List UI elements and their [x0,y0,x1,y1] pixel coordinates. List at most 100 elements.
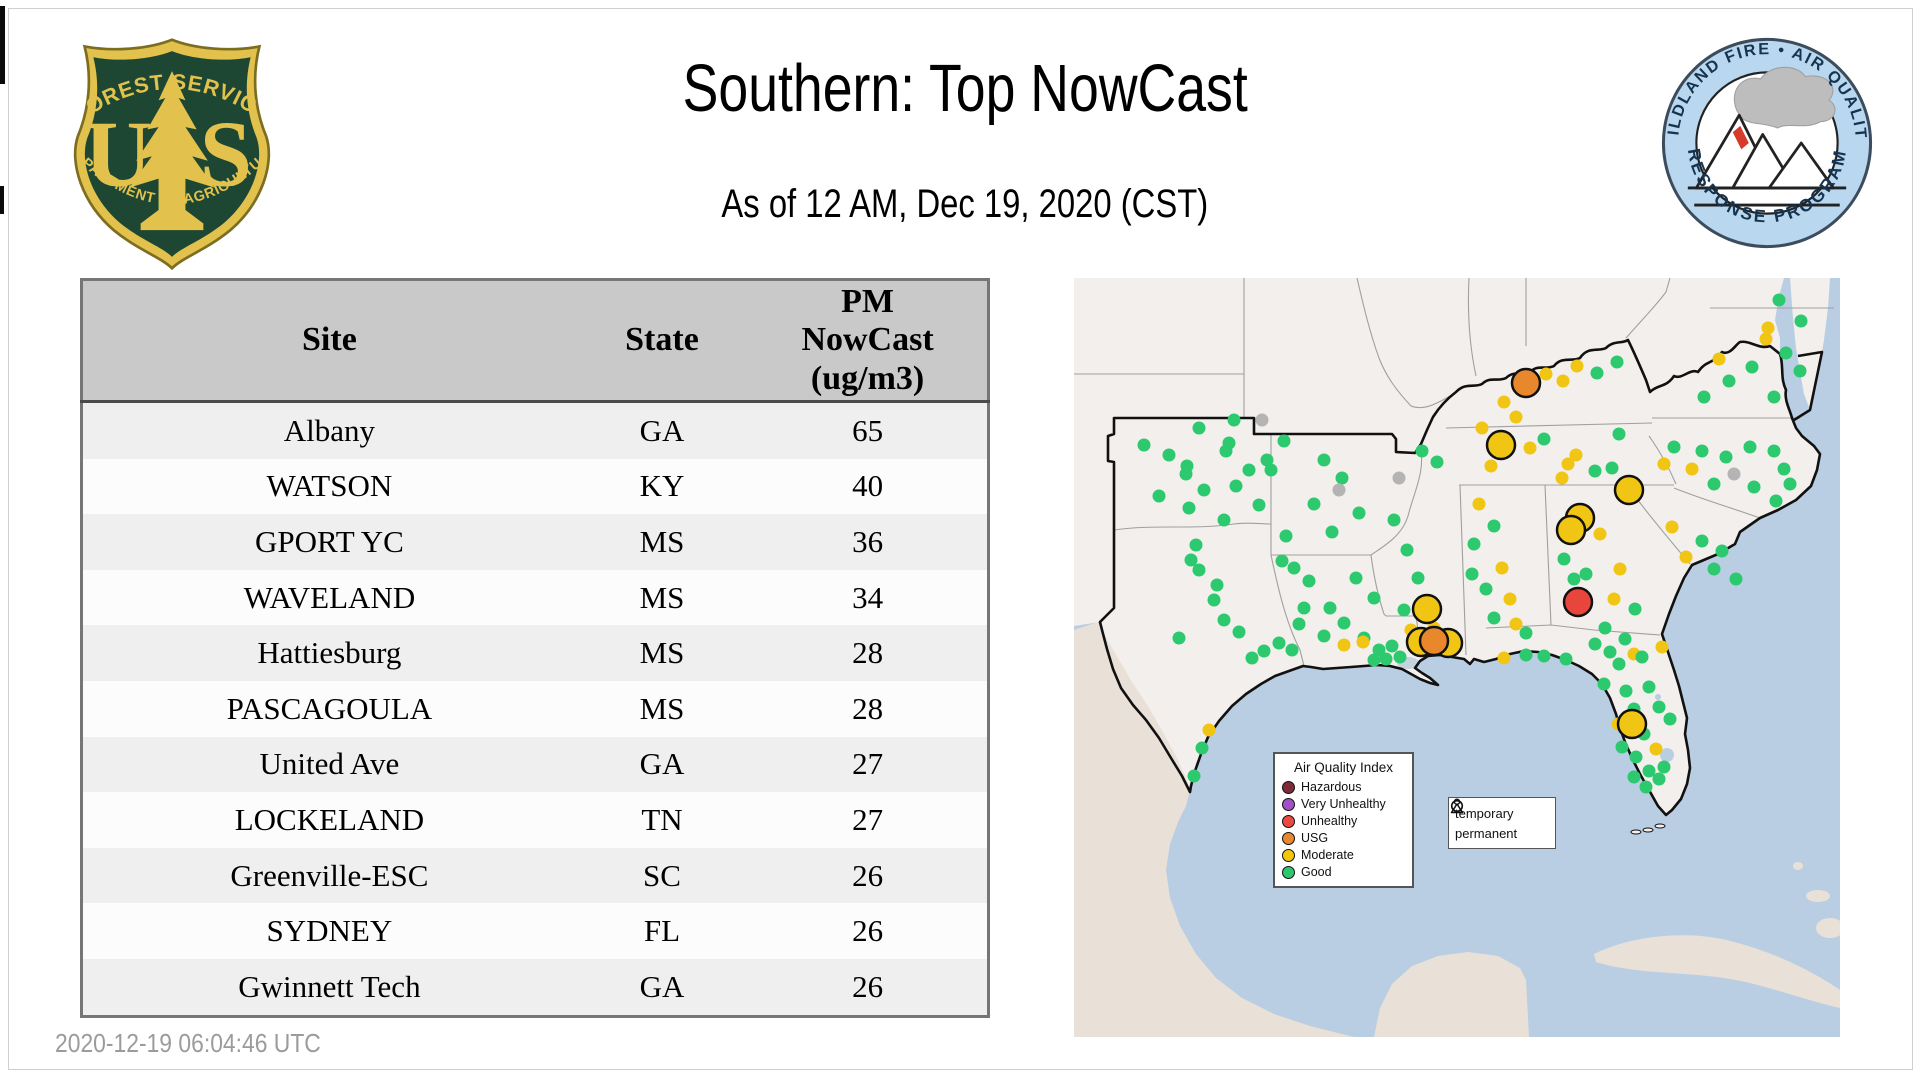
cell-site: SYDNEY [81,903,576,959]
usfs-shield-icon: FOREST SERVICE DEPARTMENT OF AGRICULTURE… [52,14,271,271]
permanent-label: permanent [1455,825,1518,841]
monitor-dot [1467,537,1481,551]
monitor-dot [1272,636,1286,650]
monitor-type-legend: temporary permanent [1448,797,1556,849]
monitor-dot [1255,413,1269,427]
monitor-dot [1411,571,1425,585]
monitor-dot [1487,611,1501,625]
monitor-dot [1393,650,1407,664]
temporary-label: temporary [1455,805,1514,821]
monitor-dot [1292,617,1306,631]
col-header-site: Site [81,279,576,403]
monitor-dot [1605,461,1619,475]
top-site-marker [1418,625,1450,657]
monitor-dot [1612,427,1626,441]
cell-pm: 26 [748,903,989,959]
top-site-marker [1616,708,1648,740]
top-site-marker [1562,586,1594,618]
monitor-dot [1557,552,1571,566]
monitor-dot [1264,463,1278,477]
permanent-monitor-icon [1450,798,1464,814]
monitor-dot [1767,444,1781,458]
monitor-dot [1202,723,1216,737]
subtitle-row: As of 12 AM, Dec 19, 2020 (CST) [300,182,1630,227]
aqi-legend-item: Unhealthy [1282,814,1405,828]
monitor-dot [1579,567,1593,581]
monitor-dot [1537,432,1551,446]
cell-pm: 34 [748,569,989,626]
top-site-marker [1510,367,1542,399]
monitor-dot [1588,464,1602,478]
monitor-dot [1484,459,1498,473]
monitor-dot [1772,293,1786,307]
monitor-dot [1317,453,1331,467]
monitor-dot [1497,651,1511,665]
monitor-dot [1628,602,1642,616]
monitor-dot [1475,421,1489,435]
monitor-dot [1561,457,1575,471]
monitor-dot [1635,650,1649,664]
monitor-dot [1349,571,1363,585]
aqi-legend-item: Very Unhealthy [1282,797,1405,811]
cell-pm: 27 [748,736,989,793]
monitor-dot [1279,529,1293,543]
aqi-legend-label: Hazardous [1301,780,1362,794]
monitor-dot [1242,463,1256,477]
monitor-dot [1777,462,1791,476]
monitor-dot [1297,601,1311,615]
aqi-legend-title: Air Quality Index [1293,760,1394,775]
monitor-dot [1769,494,1783,508]
monitor-dot [1615,740,1629,754]
cell-site: Gwinnett Tech [81,958,576,1017]
monitor-dot [1539,367,1553,381]
lake-okeechobee [1660,748,1674,762]
cell-pm: 28 [748,680,989,737]
aqi-swatch-icon [1282,814,1295,828]
monitor-dot [1779,346,1793,360]
cell-site: WATSON [81,458,576,515]
monitor-dot [1712,352,1726,366]
monitor-dot [1745,360,1759,374]
monitor-dot [1189,538,1203,552]
cell-site: Albany [81,401,576,459]
monitor-dot [1685,462,1699,476]
table-row: WATSON KY 40 [81,458,989,515]
table-row: PASCAGOULA MS 28 [81,680,989,737]
monitor-dot [1794,314,1808,328]
cell-state: KY [575,458,749,515]
table-row: Greenville-ESC SC 26 [81,847,989,904]
monitor-dot [1722,374,1736,388]
monitor-dot [1627,770,1641,784]
monitor-dot [1385,639,1399,653]
cell-state: MS [575,569,749,626]
monitor-dot [1679,550,1693,564]
monitor-dot [1707,562,1721,576]
monitor-dot [1695,534,1709,548]
cell-pm: 26 [748,847,989,904]
monitor-dot [1317,629,1331,643]
cell-pm: 27 [748,792,989,848]
monitor-dot [1509,617,1523,631]
cell-state: MS [575,514,749,570]
aqi-legend-label: Very Unhealthy [1301,797,1386,811]
aqi-legend-label: Good [1301,865,1332,879]
monitor-dot [1612,657,1626,671]
monitor-dot [1569,448,1583,462]
monitor-dot [1555,471,1569,485]
table-row: LOCKELAND TN 27 [81,792,989,848]
monitor-dot [1372,643,1386,657]
aqi-legend: Air Quality Index Hazardous Very Unhealth… [1273,752,1414,888]
monitor-dot [1219,444,1233,458]
page-title: Southern: Top NowCast [682,51,1248,126]
aqi-legend-item: Hazardous [1282,780,1405,794]
aqi-swatch-icon [1282,865,1295,879]
legend-row-temporary: temporary [1450,799,1549,823]
monitor-dot [1537,649,1551,663]
temporary-monitor-icon [1450,799,1464,813]
svg-text:S: S [200,102,252,206]
monitor-dot [1337,616,1351,630]
monitor-dot [1335,471,1349,485]
flame-mark-icon [1732,125,1749,150]
aqi-legend-item: Good [1282,865,1405,879]
